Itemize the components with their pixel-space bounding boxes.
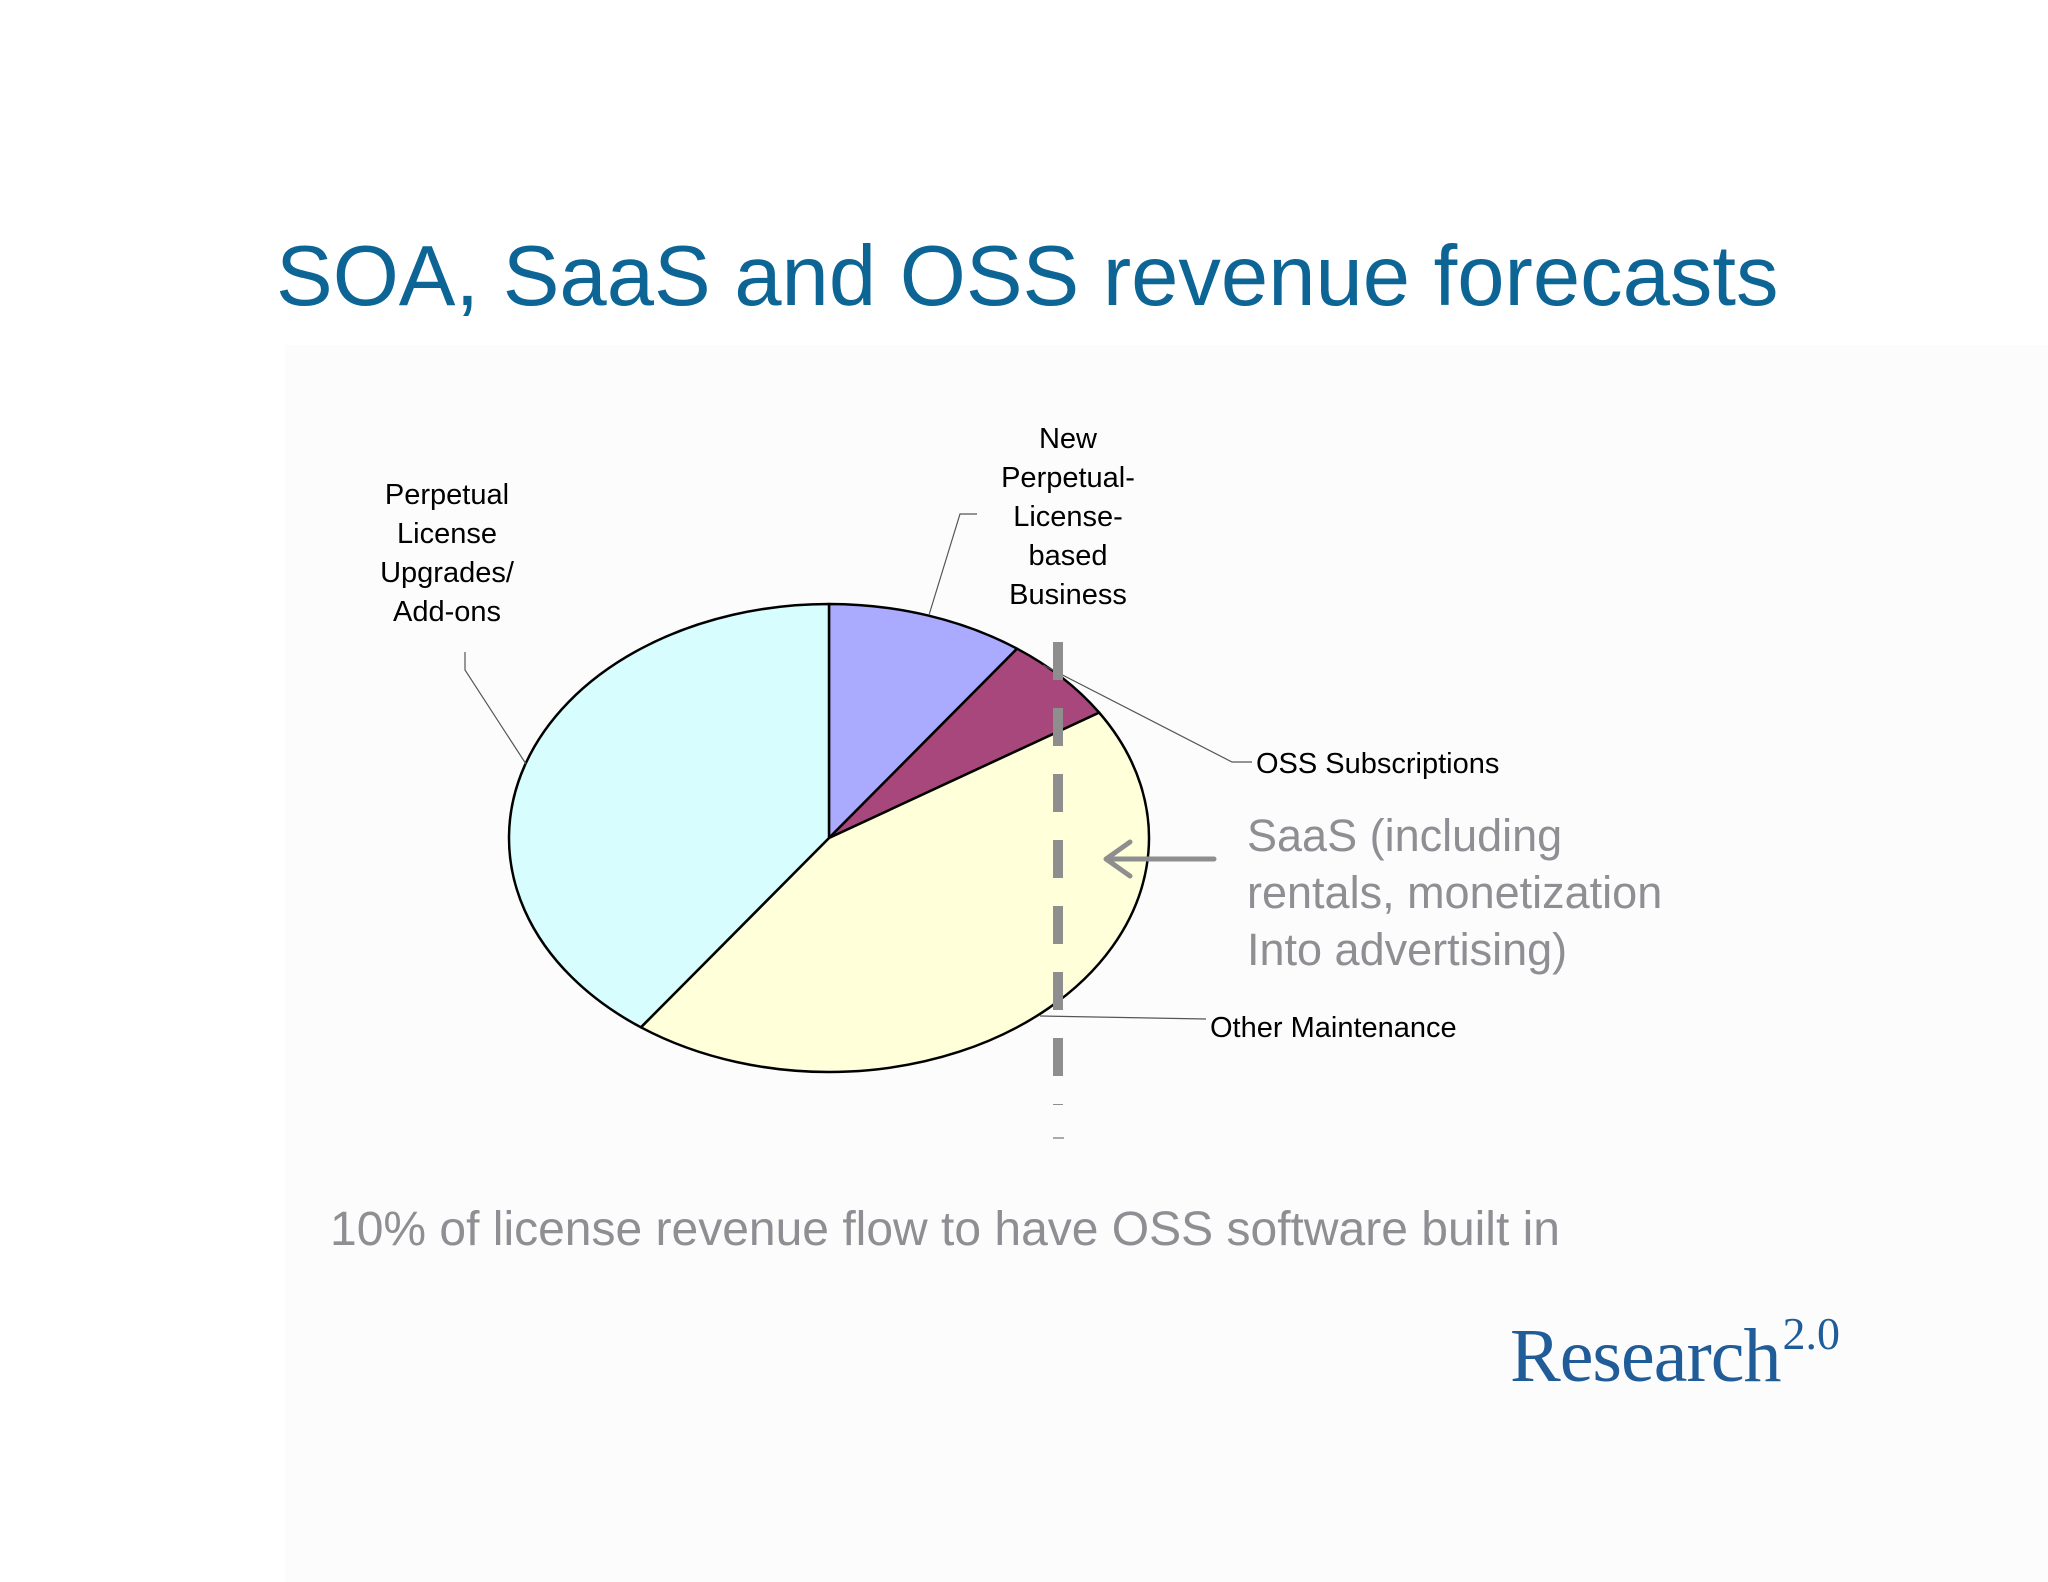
slice-label-new-perpetual-license-based-business: New Perpetual-License-based Business <box>1001 423 1135 611</box>
slice-label-perpetual-license-upgrades-add-ons: Perpetual License Upgrades/Add-ons <box>380 479 515 628</box>
logo-superscript: 2.0 <box>1782 1308 1841 1359</box>
leader-line-perpetual-license-upgrades-add-ons <box>464 652 527 765</box>
saas-callout-text: SaaS (including rentals, monetization Into… <box>1247 810 1662 975</box>
slice-labels: New Perpetual-License-based Business OSS Su… <box>380 423 1499 1044</box>
slice-label-oss-subscriptions: OSS Subscriptions <box>1256 748 1499 780</box>
leader-line-oss-subscriptions <box>1042 664 1252 763</box>
arrow-head <box>1103 839 1133 879</box>
footnote-text: 10% of license revenue flow to have OSS … <box>330 1203 1560 1256</box>
saas-divider-dashed-line <box>1053 642 1064 1139</box>
left-arrow-icon <box>1103 839 1217 879</box>
slice-label-other-maintenance: Other Maintenance <box>1210 1012 1457 1044</box>
research-logo: Research2.0 <box>1510 1311 1840 1395</box>
pie-slice-perpetual-license-upgrades-add-ons <box>507 602 831 1029</box>
saas-callout: SaaS (including rentals, monetization Into… <box>1103 810 1662 975</box>
pie-slices <box>507 602 1151 1074</box>
slide-title: SOA, SaaS and OSS revenue forecasts <box>276 229 1779 324</box>
leader-line-new-perpetual-license-based-business <box>928 513 977 616</box>
logo-wordmark: Research <box>1510 1314 1782 1398</box>
leader-lines <box>464 513 1252 1020</box>
leader-line-other-maintenance <box>1039 1015 1207 1020</box>
pie-slice-new-perpetual-license-based-business <box>827 602 1019 840</box>
pie-slice-other-maintenance <box>639 711 1151 1074</box>
